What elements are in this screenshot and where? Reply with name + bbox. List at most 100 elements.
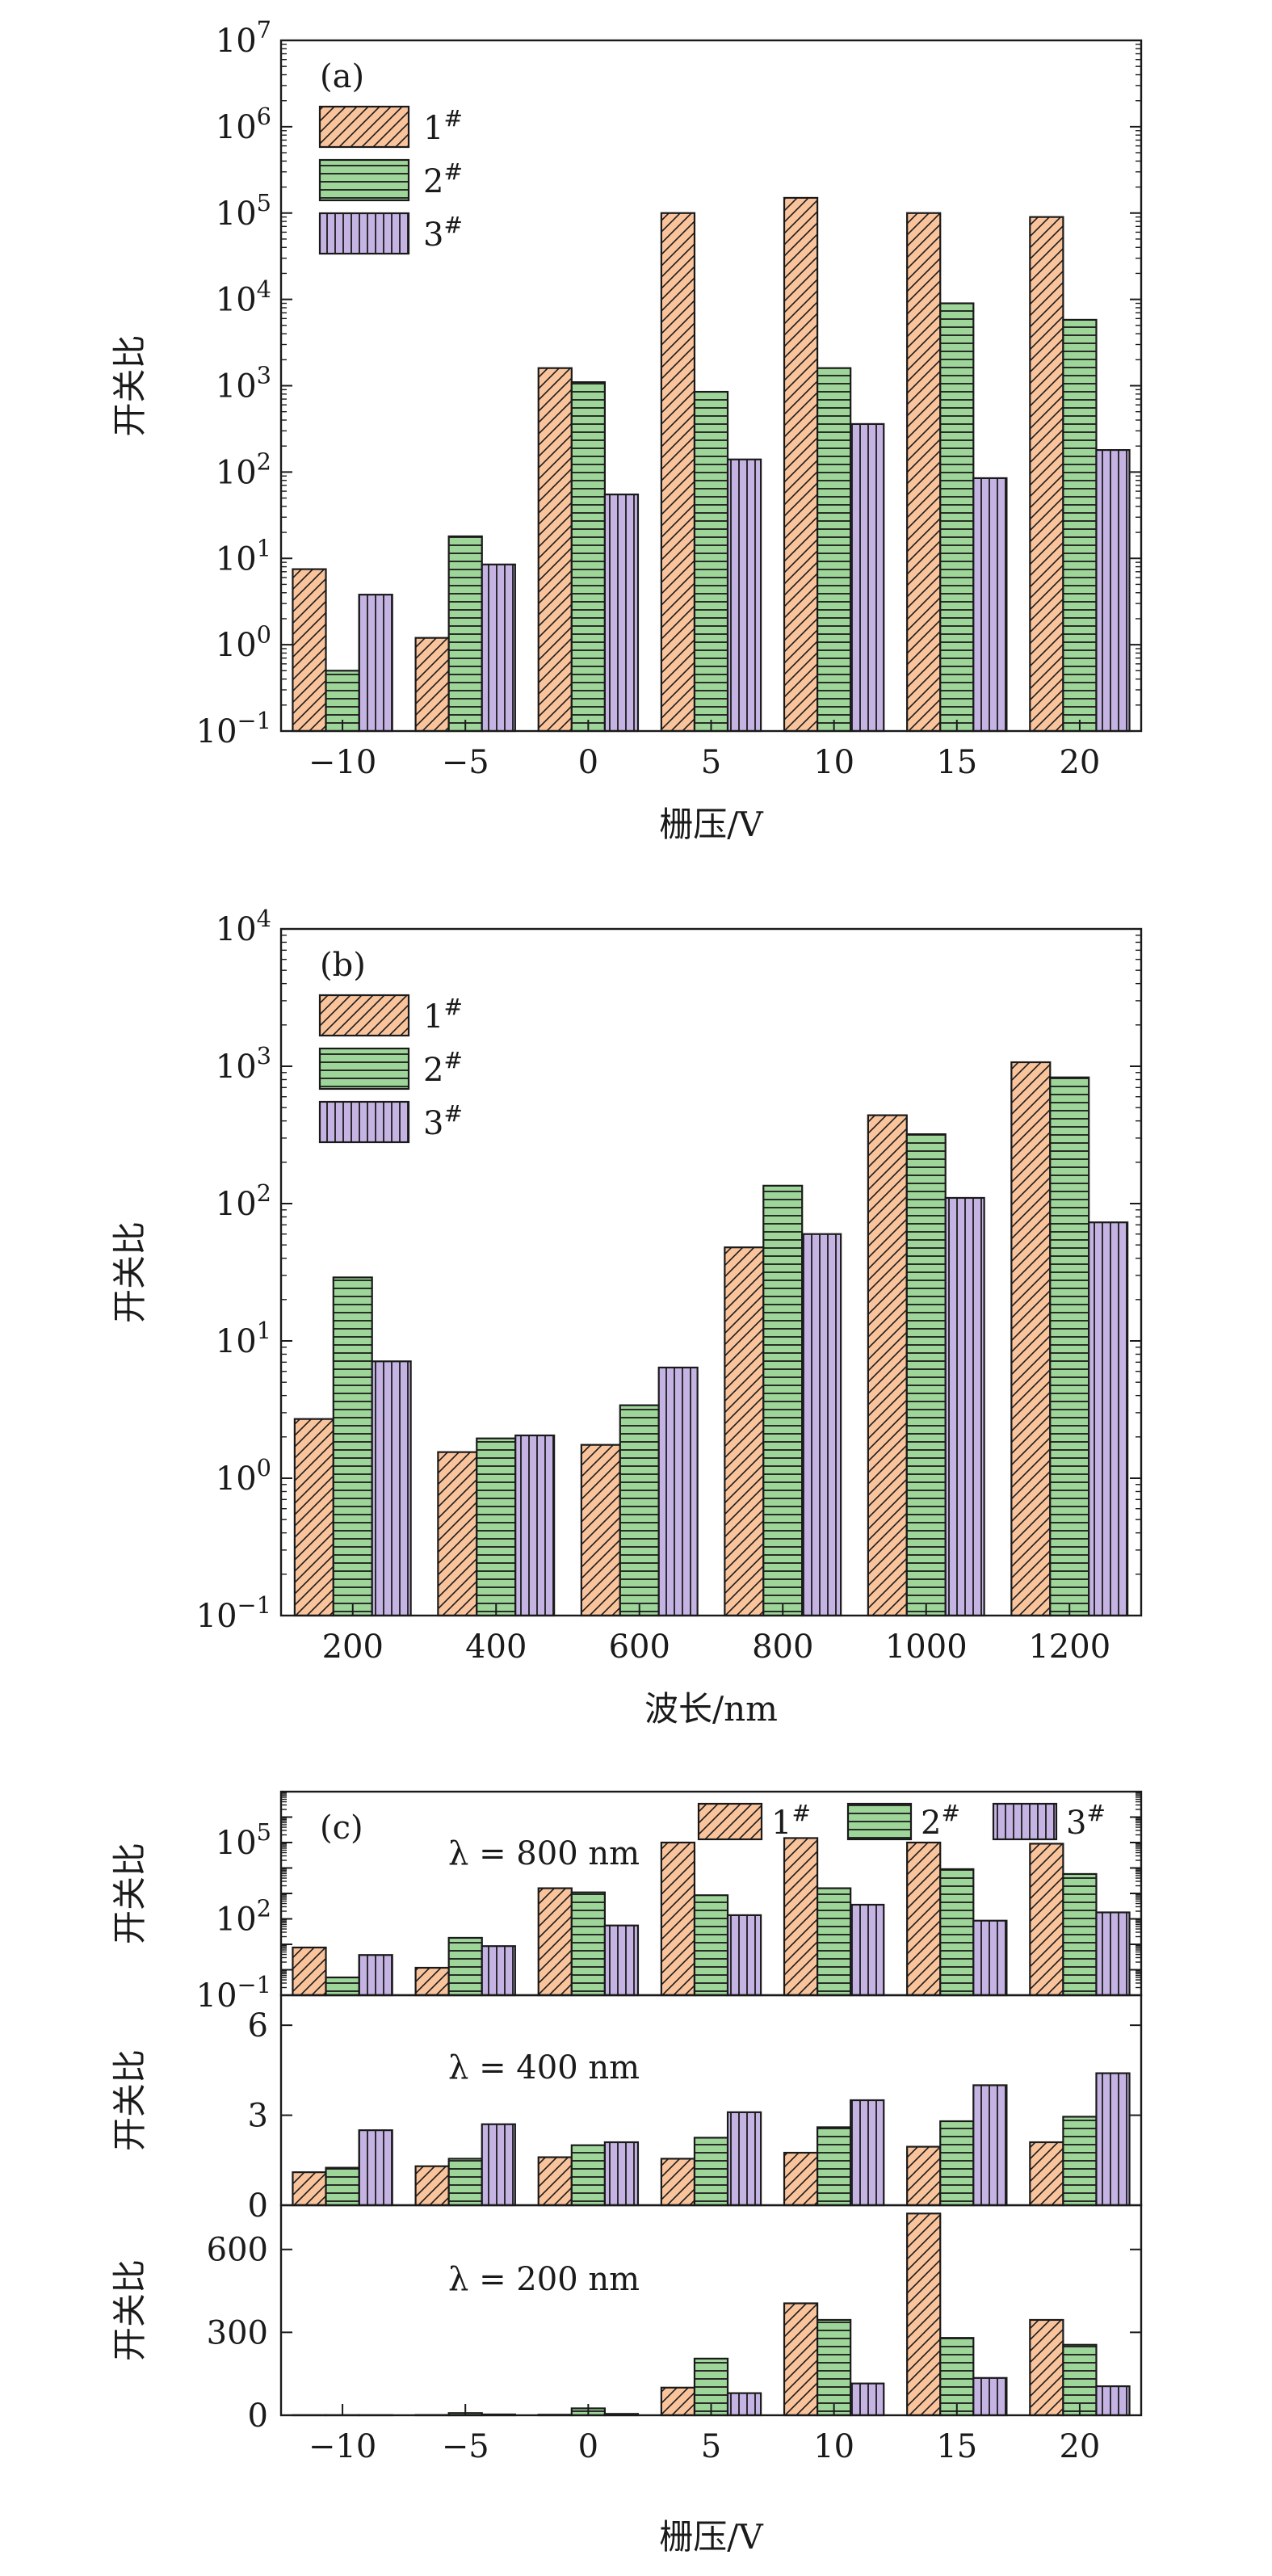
legend-label-3-2: 2# xyxy=(921,1800,960,1842)
xtick-label-1: 20 xyxy=(1059,744,1100,781)
xtick-label-2: 1000 xyxy=(885,1628,968,1666)
panel-label-2: (b) xyxy=(320,947,366,984)
bar-4-s2-5 xyxy=(817,2126,852,2207)
legend-swatch-2-3 xyxy=(318,1100,410,1144)
bar-1-s1-3 xyxy=(537,367,573,733)
bar-4-s1-4 xyxy=(660,2158,696,2207)
bar-2-s1-3 xyxy=(580,1443,621,1617)
bar-3-s2-3 xyxy=(570,1891,606,1997)
ytick-label-4: 3 xyxy=(248,2098,268,2135)
legend-label-1-1: 1# xyxy=(423,105,463,147)
xtick-label-1: −10 xyxy=(309,744,376,781)
legend-label-1-3: 3# xyxy=(423,212,463,254)
ytick-label-2: 102 xyxy=(216,1179,271,1223)
bar-3-s2-1 xyxy=(325,1976,360,1997)
ytick-label-1: 102 xyxy=(216,448,271,492)
bar-3-s3-1 xyxy=(358,1954,393,1997)
ytick-label-2: 101 xyxy=(216,1317,271,1360)
bar-1-s3-4 xyxy=(726,458,762,733)
xtick-label-5: 0 xyxy=(578,2428,598,2465)
ytick-label-1: 10−1 xyxy=(196,707,271,750)
legend-label-3-1: 1# xyxy=(771,1800,811,1842)
bar-4-s3-7 xyxy=(1095,2072,1131,2207)
annotation-5: λ = 200 nm xyxy=(448,2261,640,2298)
xtick-label-2: 800 xyxy=(752,1628,813,1666)
xlabel-1: 栅压/V xyxy=(659,805,763,844)
bar-3-s3-3 xyxy=(603,1924,640,1997)
bar-3-s2-4 xyxy=(693,1894,729,1997)
bar-3-s1-3 xyxy=(537,1887,573,1997)
xtick-label-5: −5 xyxy=(442,2428,489,2465)
bar-2-s3-5 xyxy=(944,1196,985,1617)
xtick-label-2: 400 xyxy=(465,1628,527,1666)
bar-2-s3-2 xyxy=(514,1434,556,1617)
bar-5-s3-4 xyxy=(726,2392,762,2417)
bar-2-s1-2 xyxy=(437,1451,478,1617)
bar-4-s3-5 xyxy=(850,2099,885,2207)
ytick-label-1: 105 xyxy=(216,189,271,233)
bar-2-s2-4 xyxy=(762,1184,804,1617)
bar-2-s2-1 xyxy=(332,1276,373,1617)
ylabel-3: 开关比 xyxy=(110,1843,149,1944)
bar-2-s3-4 xyxy=(801,1233,842,1617)
ytick-label-5: 300 xyxy=(207,2314,268,2351)
xtick-label-5: −10 xyxy=(309,2428,376,2465)
bar-4-s2-3 xyxy=(570,2144,606,2207)
xtick-label-1: 5 xyxy=(701,744,721,781)
ytick-label-5: 0 xyxy=(248,2397,268,2435)
bar-3-s1-2 xyxy=(414,1966,450,1997)
ytick-label-2: 10−1 xyxy=(196,1591,271,1635)
bar-1-s2-5 xyxy=(817,367,852,733)
bar-4-s2-6 xyxy=(939,2120,975,2207)
bar-4-s2-1 xyxy=(325,2166,360,2207)
bar-1-s1-4 xyxy=(660,212,696,733)
ytick-label-1: 103 xyxy=(216,362,271,406)
xtick-label-1: −5 xyxy=(442,744,489,781)
bar-5-s1-5 xyxy=(783,2302,819,2417)
bar-4-s1-2 xyxy=(414,2165,450,2207)
bar-1-s2-6 xyxy=(939,302,975,733)
bar-3-s2-2 xyxy=(447,1936,483,1997)
bar-2-s3-1 xyxy=(371,1360,412,1617)
legend-label-3-3: 3# xyxy=(1066,1800,1106,1842)
bar-3-s1-5 xyxy=(783,1837,819,1997)
bar-3-s3-5 xyxy=(850,1903,885,1997)
panel-label-3: (c) xyxy=(320,1809,363,1847)
bar-2-s3-3 xyxy=(657,1366,699,1617)
bar-2-s2-5 xyxy=(905,1133,947,1617)
ytick-label-3: 102 xyxy=(216,1895,271,1939)
ytick-label-2: 104 xyxy=(216,905,271,948)
xtick-label-1: 15 xyxy=(936,744,977,781)
xtick-label-5: 10 xyxy=(813,2428,854,2465)
bar-3-s3-2 xyxy=(481,1945,516,1997)
legend-swatch-1-2 xyxy=(318,158,410,202)
bar-5-s2-5 xyxy=(817,2318,852,2417)
bar-5-s1-4 xyxy=(660,2386,696,2417)
ytick-label-2: 100 xyxy=(216,1454,271,1498)
bar-2-s1-4 xyxy=(724,1246,765,1617)
bar-3-s1-7 xyxy=(1029,1843,1064,1997)
bar-1-s1-1 xyxy=(292,568,327,733)
xtick-label-5: 5 xyxy=(701,2428,721,2465)
bar-4-s3-4 xyxy=(726,2111,762,2207)
bar-4-s3-6 xyxy=(972,2084,1008,2207)
bar-2-s2-6 xyxy=(1049,1076,1090,1617)
bar-4-s2-4 xyxy=(693,2137,729,2207)
ytick-label-3: 10−1 xyxy=(196,1971,271,2015)
bar-2-s1-6 xyxy=(1010,1061,1052,1617)
legend-swatch-2-1 xyxy=(318,994,410,1037)
bar-5-s3-7 xyxy=(1095,2385,1131,2417)
legend-swatch-3-1 xyxy=(697,1802,763,1841)
bar-1-s2-7 xyxy=(1062,318,1098,733)
bar-3-s1-6 xyxy=(906,1841,942,1997)
bar-1-s2-4 xyxy=(693,390,729,733)
bar-4-s1-7 xyxy=(1029,2141,1064,2207)
xtick-label-1: 0 xyxy=(578,744,598,781)
bar-3-s1-1 xyxy=(292,1946,327,1997)
bar-4-s3-2 xyxy=(481,2123,516,2207)
bar-1-s1-7 xyxy=(1029,216,1064,733)
ytick-label-1: 107 xyxy=(216,16,271,60)
xlabel-2: 波长/nm xyxy=(644,1689,778,1729)
bar-3-s3-7 xyxy=(1095,1911,1131,1997)
